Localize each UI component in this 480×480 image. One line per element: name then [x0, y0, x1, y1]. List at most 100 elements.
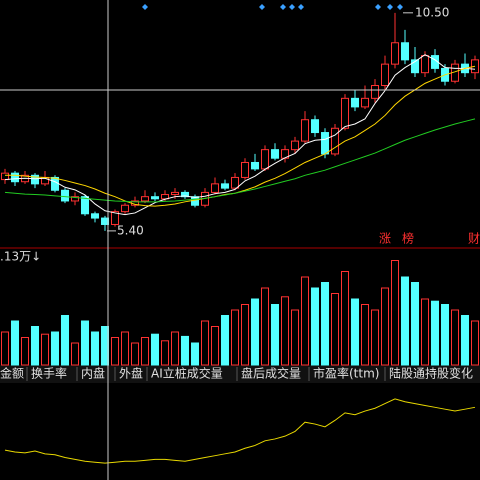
- volume-bar: [411, 282, 419, 366]
- candle-body: [321, 132, 329, 155]
- tab[interactable]: 盘后成交量: [241, 366, 301, 381]
- tab[interactable]: 内盘: [81, 366, 105, 381]
- volume-bar: [331, 293, 339, 366]
- volume-bar: [371, 309, 379, 366]
- candle-body: [101, 217, 109, 225]
- candle-body: [141, 196, 149, 202]
- candle-body: [411, 59, 419, 74]
- candle-body: [301, 119, 309, 142]
- volume-bar: [141, 337, 149, 366]
- tab[interactable]: 金额: [0, 366, 24, 381]
- candle-body: [371, 85, 379, 99]
- volume-bar: [351, 298, 359, 366]
- candle-body: [121, 204, 129, 213]
- candle-body: [171, 191, 179, 196]
- candle-body: [381, 63, 389, 87]
- volume-bar: [341, 271, 349, 366]
- volume-bar: [221, 315, 229, 366]
- candle-body: [51, 176, 59, 191]
- candle-body: [421, 55, 429, 74]
- candle-body: [241, 161, 249, 178]
- volume-bar: [451, 309, 459, 366]
- tab[interactable]: 陆股通持股变化: [389, 366, 473, 381]
- volume-bar: [21, 337, 29, 366]
- volume-bar: [101, 326, 109, 366]
- volume-bar: [281, 296, 289, 366]
- moving-average: [4, 118, 476, 203]
- candle-body: [401, 42, 409, 61]
- candle-body: [231, 176, 239, 189]
- volume-bar: [241, 304, 249, 366]
- volume-bar: [61, 315, 69, 366]
- volume-bar: [461, 315, 469, 366]
- candle-body: [151, 196, 159, 200]
- candle-body: [291, 140, 299, 151]
- volume-bar: [41, 333, 49, 366]
- volume-bar: [161, 340, 169, 366]
- volume-bar: [81, 320, 89, 366]
- volume-bar: [111, 337, 119, 366]
- tab[interactable]: 外盘: [119, 366, 143, 381]
- volume-bar: [261, 287, 269, 366]
- volume-label: .13万↓: [0, 250, 41, 264]
- candle-body: [271, 149, 279, 159]
- moving-average: [4, 54, 476, 216]
- candle-body: [331, 127, 339, 155]
- volume-bar: [121, 331, 129, 366]
- volume-bar: [91, 331, 99, 366]
- candle-body: [81, 196, 89, 215]
- volume-bar: [391, 260, 399, 366]
- candle-body: [111, 211, 119, 225]
- volume-bar: [291, 309, 299, 366]
- volume-bar: [401, 276, 409, 366]
- volume-bar: [301, 276, 309, 366]
- high-label: 10.50: [415, 5, 449, 19]
- candle-body: [211, 183, 219, 193]
- candle-body: [261, 149, 269, 170]
- volume-bar: [131, 342, 139, 366]
- volume-bar: [231, 309, 239, 366]
- volume-bar: [251, 298, 259, 366]
- candle-body: [181, 191, 189, 198]
- volume-bar: [321, 282, 329, 366]
- volume-bar: [11, 320, 19, 366]
- signal-label: 财: [468, 232, 480, 246]
- volume-bar: [181, 335, 189, 366]
- volume-bar: [431, 300, 439, 366]
- candle-body: [251, 161, 259, 170]
- volume-bar: [31, 326, 39, 366]
- volume-bar: [271, 304, 279, 366]
- volume-bar: [191, 342, 199, 366]
- volume-bar: [471, 320, 479, 366]
- volume-bar: [71, 342, 79, 366]
- indicator-line: [4, 398, 476, 464]
- candle-body: [341, 97, 349, 129]
- volume-bar: [311, 287, 319, 366]
- signal-markers: [142, 4, 403, 10]
- volume-bar: [1, 331, 9, 366]
- candle-body: [361, 97, 369, 108]
- volume-bar: [151, 333, 159, 366]
- volume-bar: [361, 304, 369, 366]
- candle-body: [31, 174, 39, 185]
- candle-body: [11, 172, 19, 183]
- candle-body: [1, 172, 9, 181]
- volume-bar: [171, 331, 179, 366]
- volume-bar: [51, 331, 59, 366]
- tab[interactable]: 换手率: [31, 366, 67, 381]
- candle-body: [311, 119, 319, 134]
- volume-bar: [441, 304, 449, 366]
- candle-body: [391, 42, 399, 65]
- candle-body: [91, 213, 99, 219]
- candle-body: [351, 97, 359, 108]
- volume-bar: [381, 287, 389, 366]
- candle-body: [61, 189, 69, 202]
- volume-bar: [211, 326, 219, 366]
- volume-bar: [201, 320, 209, 366]
- signal-label: 榜: [402, 231, 414, 246]
- signal-label: 涨: [379, 231, 391, 246]
- tab[interactable]: 市盈率(ttm): [313, 366, 379, 381]
- tab[interactable]: AI立桩成交量: [151, 366, 223, 381]
- low-label: 5.40: [117, 223, 144, 237]
